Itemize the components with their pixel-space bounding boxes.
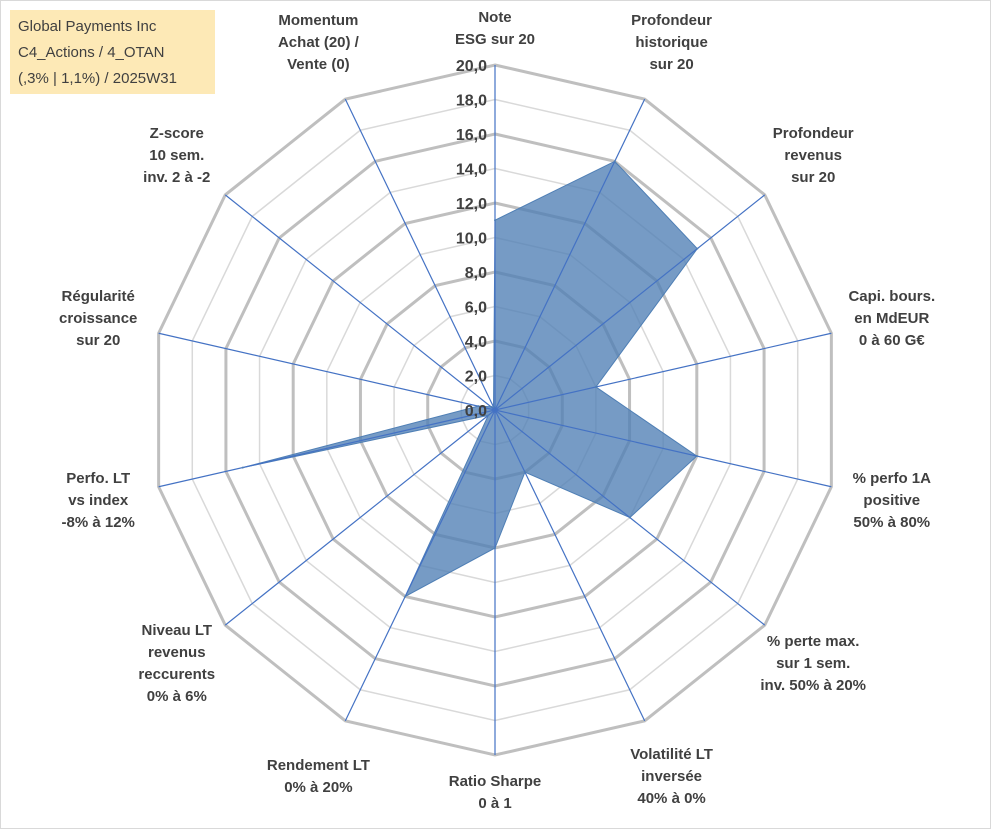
spoke-line [494, 332, 832, 411]
axis-label-line: positive [863, 491, 921, 509]
axis-label-line: inv. 2 à -2 [143, 169, 211, 187]
axis-label: Z-score 10 sem. inv. 2 à -2 [143, 123, 210, 189]
tick-label: 10,0 [456, 231, 487, 248]
data-point [241, 466, 244, 469]
spoke-line [494, 409, 646, 722]
spoke-line [494, 409, 832, 488]
axis-label-line: % perfo 1A [852, 469, 931, 487]
axis-label-line: vs index [68, 491, 129, 509]
axis-label: Profondeur revenus sur 20 [773, 123, 854, 189]
tick-label: 14,0 [456, 162, 487, 179]
tick-label: 8,0 [465, 265, 487, 282]
tick-label: 4,0 [465, 334, 487, 351]
tick-label: 0,0 [465, 403, 487, 420]
axis-label-line: 0% à 6% [146, 687, 207, 705]
axis-label-line: Profondeur [631, 12, 712, 30]
axis-label: Régularité croissance sur 20 [59, 286, 137, 352]
axis-label: Rendement LT 0% à 20% [267, 755, 370, 799]
data-point [404, 595, 407, 598]
tick-label: 16,0 [456, 127, 487, 144]
data-point [492, 405, 495, 408]
axis-label-line: Perfo. LT [66, 469, 131, 487]
data-point [696, 247, 699, 250]
axis-label-line: 0 à 1 [478, 795, 512, 812]
spoke-line [344, 98, 496, 411]
title-line-1: Global Payments Inc [18, 18, 157, 35]
axis-label-line: revenus [784, 147, 842, 165]
axis-label-line: en MdEUR [854, 310, 930, 328]
tick-label: 18,0 [456, 93, 487, 110]
spoke-line [158, 409, 496, 488]
axis-label-line: croissance [59, 310, 138, 328]
axis-label-line: reccurents [138, 665, 216, 683]
spoke-line [224, 194, 496, 411]
chart-title-box: Global Payments Inc C4_Actions / 4_OTAN … [10, 10, 215, 94]
axis-label-line: Capi. bours. [848, 288, 936, 306]
data-point [477, 405, 480, 408]
tick-label: 20,0 [456, 58, 487, 75]
axis-label-line: sur 20 [76, 332, 121, 350]
axis-label-line: Niveau LT [141, 621, 213, 639]
axis-label-line: inversée [641, 767, 703, 785]
axis-label: Momentum Achat (20) / Vente (0) [278, 10, 359, 76]
axis-label-line: 40% à 0% [637, 789, 706, 807]
axis-label-line: 10 sem. [149, 147, 205, 165]
axis-label: Ratio Sharpe 0 à 1 [449, 771, 542, 815]
axis-label-line: Rendement LT [266, 756, 370, 774]
axis-label-line: 0% à 20% [284, 778, 353, 796]
axis-label-line: Ratio Sharpe [448, 773, 542, 790]
axis-label: Perfo. LT vs index -8% à 12% [62, 468, 135, 534]
spoke-line [494, 194, 766, 411]
axis-label: % perte max. sur 1 sem. inv. 50% à 20% [760, 631, 866, 697]
axis-label-line: Note [478, 9, 512, 26]
axis-label-line: inv. 50% à 20% [760, 676, 867, 694]
title-line-3: (,3% | 1,1%) / 2025W31 [18, 70, 177, 87]
tick-label: 2,0 [465, 369, 487, 386]
spoke-line [158, 332, 496, 411]
data-point [695, 455, 698, 458]
data-point [594, 385, 597, 388]
axis-label-line: Vente (0) [287, 56, 350, 74]
axis-label: Volatilité LT inversée 40% à 0% [630, 744, 713, 810]
axis-label-line: Régularité [61, 288, 135, 306]
axis-label-line: revenus [148, 643, 206, 661]
axis-label-line: % perte max. [766, 632, 860, 650]
axis-label-line: sur 1 sem. [776, 654, 851, 672]
axis-label-line: Z-score [149, 125, 204, 143]
axis-label-line: ESG sur 20 [454, 31, 536, 48]
data-point [487, 414, 490, 417]
spoke-line [344, 409, 496, 722]
tick-label: 12,0 [456, 196, 487, 213]
axis-label-line: 0 à 60 G€ [858, 332, 925, 350]
tick-label: 6,0 [465, 300, 487, 317]
axis-label: % perfo 1A positive 50% à 80% [853, 468, 931, 534]
axis-label-line: Momentum [278, 12, 359, 30]
spoke-line [494, 98, 646, 411]
axis-label-line: Volatilité LT [630, 745, 713, 763]
axis-label: Profondeur historique sur 20 [631, 10, 712, 76]
data-point [613, 160, 616, 163]
axis-label: Capi. bours. en MdEUR 0 à 60 G€ [848, 286, 935, 352]
axis-label-line: -8% à 12% [61, 513, 135, 531]
axis-label-line: 50% à 80% [853, 513, 931, 531]
data-point [494, 547, 496, 549]
data-point [489, 405, 492, 408]
spoke-line [224, 409, 496, 626]
data-point [628, 516, 631, 519]
axis-label-line: Achat (20) / [277, 34, 359, 52]
axis-label-line: Profondeur [772, 125, 854, 143]
axis-label: Note ESG sur 20 [455, 7, 535, 51]
axis-label-line: historique [635, 34, 708, 52]
data-point [494, 219, 496, 222]
axis-label-line: sur 20 [649, 56, 694, 74]
title-line-2: C4_Actions / 4_OTAN [18, 44, 165, 61]
data-point [523, 471, 526, 474]
axis-label-line: sur 20 [791, 169, 836, 187]
axis-label: Niveau LT revenus reccurents 0% à 6% [138, 620, 215, 708]
